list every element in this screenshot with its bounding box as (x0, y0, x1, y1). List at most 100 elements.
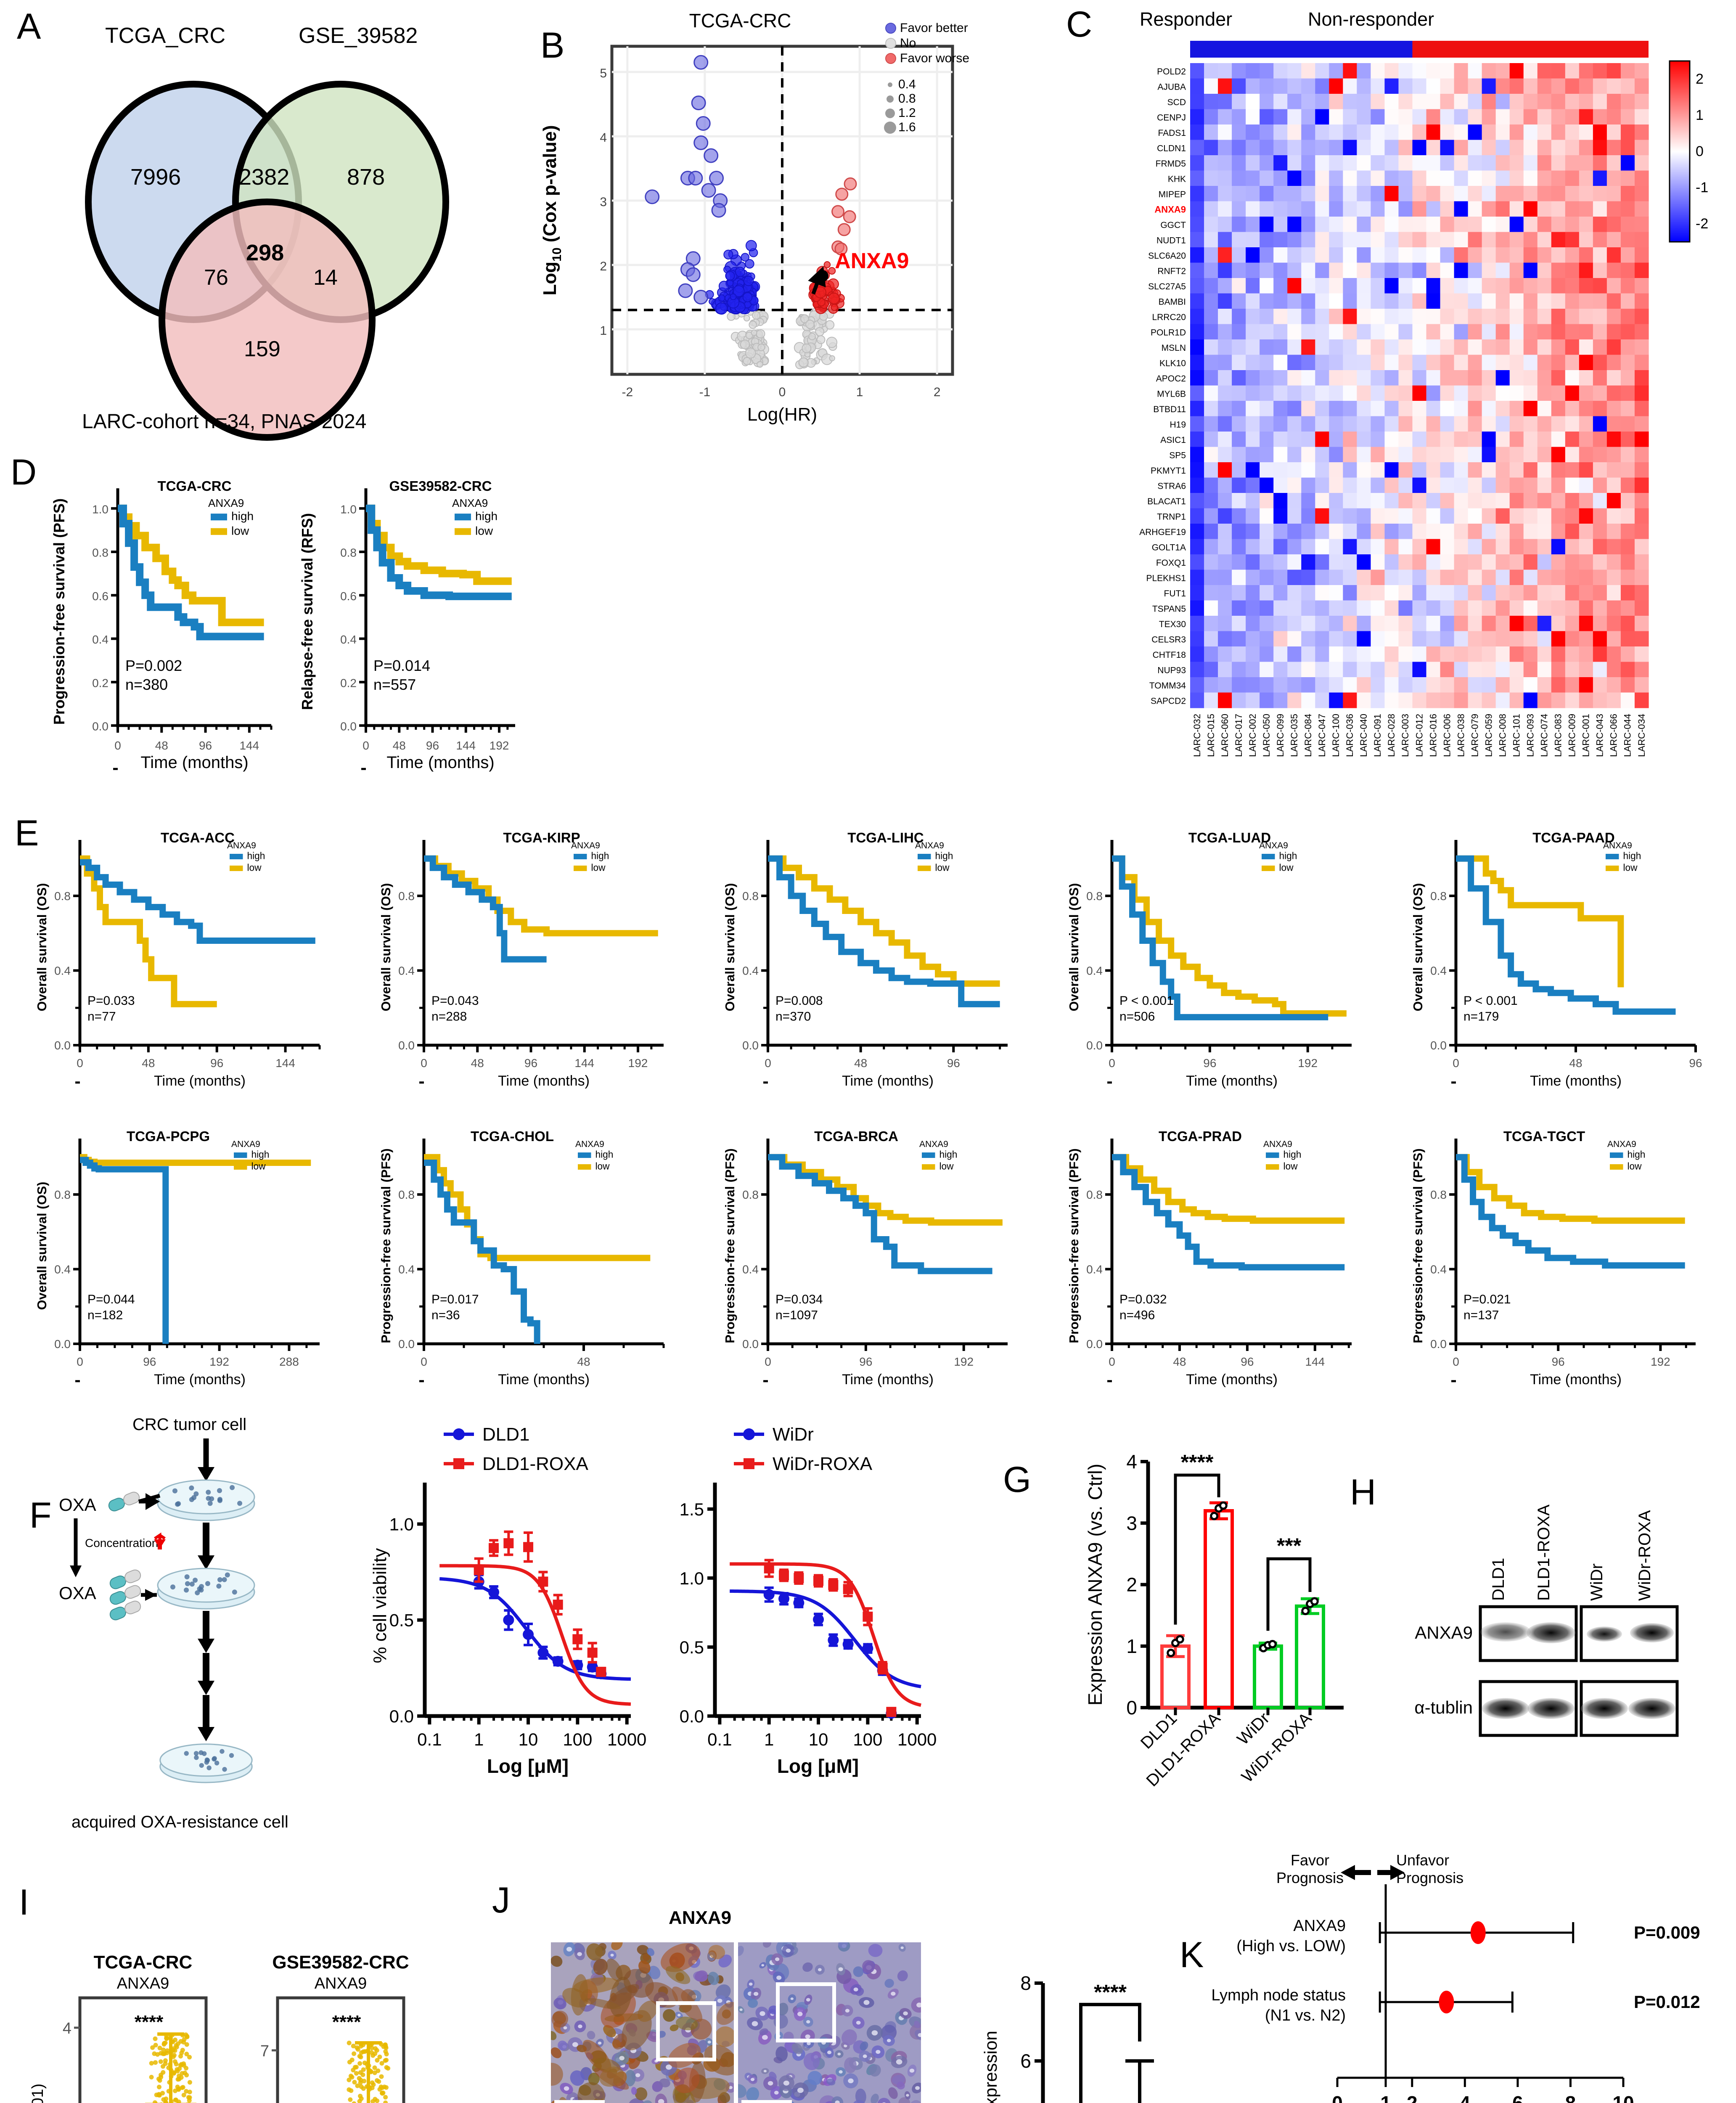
km-xtick: 0 (765, 1057, 771, 1070)
km-plot-tcga-acc: 0.0 0.4 0.8 0 48 96 144 TCGA-ACC P=0.033 n=77 Time… (34, 830, 321, 1089)
km-curve-high (768, 1154, 992, 1274)
forest-point-estimate (1439, 1991, 1454, 2013)
boxplot-jitter-point (352, 2101, 357, 2103)
km-xtick: 0 (1453, 1057, 1459, 1070)
legend-dot-favor-worse (885, 53, 896, 64)
km-pvalue: P < 0.001 (1463, 994, 1518, 1008)
boxplot-jitter-point (352, 2051, 357, 2056)
km-legend-label-high: high (1628, 1149, 1646, 1160)
km-pvalue: P=0.044 (87, 1293, 135, 1306)
km-plot-tcga-pcpg: 0.0 0.4 0.8 0 96 192 288 TCGA-PCPG P=0.044 n=182 T… (34, 1128, 320, 1388)
dose-point (587, 1661, 598, 1673)
heatmap-gene-label: MSLN (1162, 343, 1186, 353)
dose-ylabel: % cell viability (370, 1548, 390, 1663)
boxplot-jitter-point (162, 2041, 167, 2046)
blot-lane-label: DLD1-ROXA (1535, 1504, 1553, 1601)
heatmap-gene-label: SAPCD2 (1151, 697, 1186, 706)
km-legend-swatch-high (1610, 1152, 1623, 1158)
dose-legend-label-1: DLD1 (482, 1424, 530, 1445)
km-xtick: 96 (1203, 1057, 1216, 1070)
km-n: n=137 (1463, 1308, 1499, 1322)
km-legend-title: ANXA9 (1607, 1139, 1636, 1149)
heatmap-sample-label: LARC-079 (1469, 714, 1480, 757)
km-legend-label-high: high (1283, 1149, 1302, 1160)
blot-band-anxa9-widr (1587, 1626, 1622, 1642)
km-xtick: 0 (765, 1355, 771, 1368)
forest-favor-line2: Prognosis (1276, 1869, 1344, 1886)
km-ytick: 0.0 (742, 1338, 759, 1351)
km-ytick: 0.4 (1086, 1263, 1103, 1276)
km-xtick: 144 (239, 739, 259, 752)
km-ytick: 0.4 (742, 1263, 759, 1276)
km-legend-label-low: low (231, 524, 249, 537)
jbox-ylabel: Relative ANXA9 expression (981, 2031, 1000, 2103)
heatmap-gene-label: CLDN1 (1157, 144, 1186, 154)
dose-ytick: 0.5 (680, 1637, 704, 1657)
oxa-pill-icon (109, 1585, 141, 1605)
venn-count-left-right: 2382 (239, 164, 290, 190)
km-ytick: 0.0 (1086, 1039, 1103, 1052)
venn-label-larc: LARC-cohort n=34, PNAS 2024 (82, 411, 367, 433)
km-title: GSE39582-CRC (389, 478, 492, 494)
panel-g-label: G (1003, 1459, 1031, 1500)
boxplot-jitter-point (176, 2086, 181, 2091)
forest-xtick: 10 (1612, 2092, 1634, 2103)
panel-i: I TCGA-CRCANXA9-2024normaltumor****Log2(… (8, 1851, 475, 2103)
km-xtick: 96 (947, 1057, 960, 1070)
boxplot-jitter-point (355, 2083, 360, 2088)
dose-point (552, 1655, 564, 1667)
km-legend-label-high: high (939, 1149, 958, 1160)
forest-xtick: 4 (1460, 2092, 1471, 2103)
boxplot-jitter-point (150, 2045, 155, 2050)
heatmap-sample-label: LARC-050 (1261, 714, 1272, 757)
heatmap-gene-label: BLACAT1 (1147, 497, 1186, 506)
ihc-image-adjacent-low: 10μM (738, 1942, 921, 2103)
km-legend-title: ANXA9 (1603, 841, 1632, 850)
dose-point (538, 1576, 548, 1587)
km-xtick: 48 (854, 1057, 867, 1070)
km-legend-label-low: low (935, 862, 950, 873)
km-legend-swatch-low (455, 528, 471, 535)
heatmap-colorbar-tick: -1 (1696, 180, 1708, 196)
km-ytick: 0.2 (92, 676, 108, 689)
boxplot-jitter-point (347, 2077, 352, 2082)
km-title: TCGA-PCPG (127, 1128, 210, 1144)
km-n: n=179 (1463, 1010, 1499, 1024)
km-legend-swatch-high (918, 854, 931, 860)
km-ytick: 0.8 (1086, 1188, 1103, 1201)
boxplot-jitter-point (163, 2058, 168, 2063)
forest-xtick: 2 (1407, 2092, 1418, 2103)
volcano-ytick: 5 (600, 66, 607, 80)
boxplot-jitter-point (359, 2096, 364, 2101)
km-xlabel: Time (months) (1530, 1073, 1622, 1089)
km-legend-label-low: low (1623, 862, 1638, 873)
dose-xtick: 100 (853, 1730, 882, 1749)
dose-point (793, 1597, 804, 1608)
km-legend-swatch-low (234, 1164, 247, 1170)
km-xtick: 0 (363, 739, 369, 752)
heatmap-gene-label: FRMD5 (1156, 159, 1186, 169)
km-ytick: 0.0 (54, 1039, 71, 1052)
km-ytick: 0.8 (398, 1188, 415, 1201)
km-ytick: 0.8 (1430, 890, 1447, 903)
dose-legend-marker-2 (744, 1458, 754, 1469)
heatmap-gene-label: SP5 (1169, 451, 1186, 461)
km-curve-high (80, 1157, 169, 1344)
heatmap-sample-label: LARC-015 (1206, 714, 1216, 757)
volcano-xtick: -2 (622, 385, 633, 399)
blot-band-tubulin (1482, 1698, 1529, 1719)
km-legend-label-high: high (591, 850, 609, 861)
heatmap-gene-label: GGCT (1160, 220, 1186, 230)
boxplot-jitter-point (187, 2080, 192, 2085)
panel-j-label: J (492, 1880, 510, 1920)
km-ytick: 0.8 (340, 546, 357, 559)
boxplot-jitter-point (351, 2043, 356, 2048)
km-ylabel: Progression-free survival (PFS) (50, 498, 68, 725)
jbox-ytick: 6 (1020, 2050, 1031, 2072)
km-legend-swatch-low (1610, 1164, 1623, 1170)
heatmap-gene-label: FOXQ1 (1156, 558, 1186, 568)
km-xtick: 144 (275, 1057, 295, 1070)
dose-point (763, 1589, 775, 1600)
km-legend-swatch-high (455, 514, 471, 521)
boxplot-jitter-point (187, 2095, 192, 2100)
